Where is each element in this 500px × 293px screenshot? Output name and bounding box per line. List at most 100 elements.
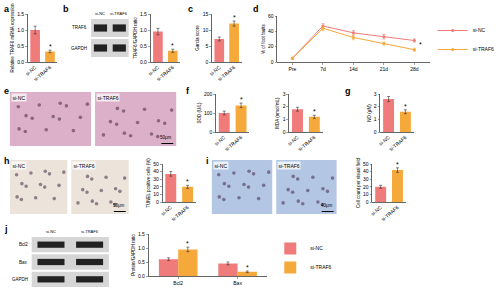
svg-text:si-TRAF6: si-TRAF6: [223, 134, 243, 152]
svg-text:b: b: [63, 4, 69, 14]
svg-text:50μm: 50μm: [160, 135, 172, 140]
svg-text:50μm: 50μm: [113, 203, 125, 208]
svg-text:15: 15: [203, 11, 209, 17]
svg-text:Protein/GAPDH ratio: Protein/GAPDH ratio: [131, 234, 136, 276]
svg-text:e: e: [4, 86, 9, 96]
svg-text:c: c: [188, 4, 193, 14]
svg-text:0.5: 0.5: [138, 259, 145, 265]
svg-text:0: 0: [209, 129, 212, 135]
svg-text:TRAF6/GAPDH ratio: TRAF6/GAPDH ratio: [133, 17, 138, 59]
svg-text:si-NC: si-NC: [473, 27, 486, 33]
svg-text:0: 0: [156, 199, 159, 205]
svg-text:0: 0: [271, 59, 274, 65]
svg-text:30: 30: [363, 176, 369, 182]
svg-text:40μm: 40μm: [321, 203, 333, 208]
svg-text:*: *: [171, 42, 174, 49]
svg-text:*: *: [396, 161, 399, 168]
svg-text:SOD (U/L): SOD (U/L): [197, 102, 202, 124]
svg-text:*: *: [186, 240, 189, 247]
svg-text:0.0: 0.0: [138, 273, 145, 279]
svg-text:3: 3: [374, 91, 377, 97]
svg-text:si-NC: si-NC: [310, 245, 323, 251]
svg-text:si-NC: si-NC: [377, 134, 391, 147]
svg-text:10: 10: [363, 191, 369, 197]
svg-text:21d: 21d: [380, 66, 389, 72]
svg-text:*: *: [240, 96, 243, 103]
svg-text:i: i: [206, 156, 209, 166]
svg-text:MDA (nmol/mL): MDA (nmol/mL): [275, 97, 280, 129]
svg-text:100: 100: [204, 110, 213, 116]
svg-text:50: 50: [363, 161, 369, 167]
svg-text:*: *: [313, 108, 316, 115]
svg-text:0.0: 0.0: [140, 59, 147, 65]
svg-text:j: j: [4, 224, 8, 234]
svg-text:1.5: 1.5: [140, 11, 147, 17]
svg-text:30: 30: [153, 176, 159, 182]
svg-text:si-NC: si-NC: [286, 134, 300, 147]
svg-text:si-NC: si-NC: [46, 229, 56, 234]
svg-text:20: 20: [268, 43, 274, 49]
svg-text:1: 1: [283, 116, 286, 122]
svg-text:si-TRAF6: si-TRAF6: [297, 134, 317, 152]
svg-text:si-TRAF6: si-TRAF6: [388, 134, 408, 152]
svg-text:si-TRAF6: si-TRAF6: [380, 204, 400, 222]
svg-text:d: d: [253, 4, 259, 14]
svg-text:1.0: 1.0: [17, 27, 24, 33]
svg-text:200: 200: [204, 91, 213, 97]
svg-text:GAPDH: GAPDH: [71, 46, 87, 51]
svg-text:0.5: 0.5: [140, 43, 147, 49]
svg-text:si-NC: si-NC: [215, 163, 228, 169]
svg-text:60: 60: [268, 13, 274, 19]
svg-text:40: 40: [153, 168, 159, 174]
svg-text:1.0: 1.0: [138, 245, 145, 251]
svg-text:0.5: 0.5: [17, 43, 24, 49]
svg-text:50: 50: [153, 161, 159, 167]
svg-text:si-NC: si-NC: [213, 134, 227, 147]
svg-text:si-NC: si-NC: [13, 95, 26, 101]
svg-text:*: *: [404, 103, 407, 110]
svg-text:0.0: 0.0: [17, 59, 24, 65]
svg-text:*: *: [246, 264, 249, 271]
svg-text:*: *: [49, 43, 52, 50]
svg-text:Bcl2: Bcl2: [173, 280, 183, 286]
svg-text:Bax: Bax: [19, 260, 28, 265]
svg-text:si-NC: si-NC: [160, 204, 174, 217]
svg-text:si-TRAF6: si-TRAF6: [98, 95, 119, 101]
svg-text:si-NC: si-NC: [147, 64, 161, 77]
svg-text:TRAF6: TRAF6: [72, 25, 87, 30]
svg-text:0: 0: [374, 129, 377, 135]
svg-text:20: 20: [153, 184, 159, 190]
svg-text:f: f: [186, 86, 190, 96]
svg-text:si-TRAF6: si-TRAF6: [473, 46, 494, 52]
svg-text:2: 2: [283, 103, 286, 109]
svg-text:si-TRAF6: si-TRAF6: [74, 163, 95, 169]
svg-text:40: 40: [363, 168, 369, 174]
svg-text:2: 2: [374, 103, 377, 109]
svg-text:g: g: [345, 86, 351, 96]
svg-text:1.5: 1.5: [138, 231, 145, 237]
svg-text:si-TRAF6: si-TRAF6: [310, 264, 331, 270]
svg-text:si-TRAF6: si-TRAF6: [32, 64, 52, 82]
svg-text:5: 5: [205, 43, 208, 49]
svg-text:si-TRAF6: si-TRAF6: [170, 204, 190, 222]
svg-text:si-TRAF6: si-TRAF6: [155, 64, 175, 82]
svg-text:Garcia score: Garcia score: [195, 25, 200, 51]
svg-text:GAPDH: GAPDH: [12, 277, 28, 282]
svg-text:% of foot faults: % of foot faults: [261, 23, 266, 54]
svg-text:Pre: Pre: [289, 66, 297, 72]
svg-text:si-NC: si-NC: [13, 163, 26, 169]
svg-text:10: 10: [153, 191, 159, 197]
svg-text:si-NC: si-NC: [95, 11, 105, 16]
svg-text:si-TRAF6: si-TRAF6: [81, 229, 99, 234]
svg-text:0: 0: [366, 199, 369, 205]
svg-text:1: 1: [374, 116, 377, 122]
svg-text:si-TRAF6: si-TRAF6: [110, 11, 128, 16]
svg-text:14d: 14d: [349, 66, 358, 72]
svg-text:si-TRAF6: si-TRAF6: [279, 163, 300, 169]
svg-text:si-NC: si-NC: [369, 204, 383, 217]
svg-text:*: *: [233, 14, 236, 21]
svg-text:Bcl2: Bcl2: [19, 242, 28, 247]
svg-text:NO (μM): NO (μM): [367, 104, 372, 122]
svg-text:28d: 28d: [410, 66, 419, 72]
svg-text:0: 0: [283, 129, 286, 135]
